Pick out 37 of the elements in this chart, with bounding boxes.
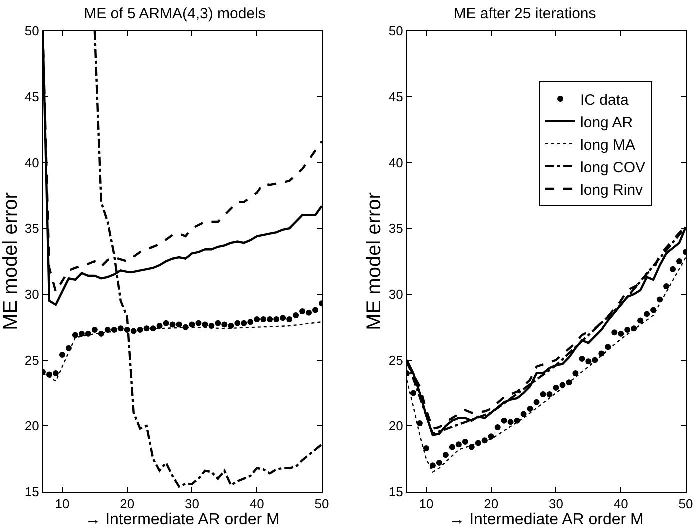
x-tick-label: 50 <box>314 496 330 512</box>
y-axis-title: ME model error <box>0 192 22 330</box>
legend-label: long COV <box>580 159 646 176</box>
y-tick-label: 50 <box>388 24 404 39</box>
x-tick-label: 20 <box>484 496 499 512</box>
x-tick-label: 40 <box>614 496 628 512</box>
legend-label: IC data <box>580 92 630 109</box>
x-tick-label: 40 <box>250 496 264 512</box>
legend-label: long MA <box>580 136 636 154</box>
y-tick-label: 15 <box>388 484 404 500</box>
y-tick-label: 25 <box>24 352 40 368</box>
y-tick-label: 20 <box>388 418 404 434</box>
y-tick-label: 15 <box>24 484 40 500</box>
chart-title: ME after 25 iterations <box>454 5 596 22</box>
x-tick-label: 10 <box>419 496 434 512</box>
y-tick-label: 40 <box>388 155 404 170</box>
legend-label: long Rinv <box>580 182 644 199</box>
y-tick-label: 35 <box>24 221 40 236</box>
y-tick-label: 45 <box>388 89 404 104</box>
y-tick-label: 20 <box>24 418 40 434</box>
x-tick-label: 30 <box>184 496 200 512</box>
x-tick-label: 20 <box>120 496 135 512</box>
x-tick-label: 10 <box>55 496 70 512</box>
x-tick-label: 30 <box>548 496 564 512</box>
y-tick-label: 30 <box>388 286 404 302</box>
y-tick-label: 45 <box>24 89 40 104</box>
y-tick-label: 30 <box>24 286 40 302</box>
y-tick-label: 25 <box>388 352 404 368</box>
legend-label: long AR <box>580 114 634 132</box>
x-axis-title: → Intermediate AR order M <box>85 512 280 529</box>
y-axis-title: ME model error <box>363 192 386 330</box>
x-tick-label: 50 <box>678 496 694 512</box>
y-tick-label: 50 <box>24 24 40 39</box>
y-tick-label: 35 <box>388 221 404 236</box>
y-tick-label: 40 <box>24 155 40 170</box>
x-axis-title: → Intermediate AR order M <box>449 512 644 529</box>
chart-title: ME of 5 ARMA(4,3) models <box>84 5 266 22</box>
